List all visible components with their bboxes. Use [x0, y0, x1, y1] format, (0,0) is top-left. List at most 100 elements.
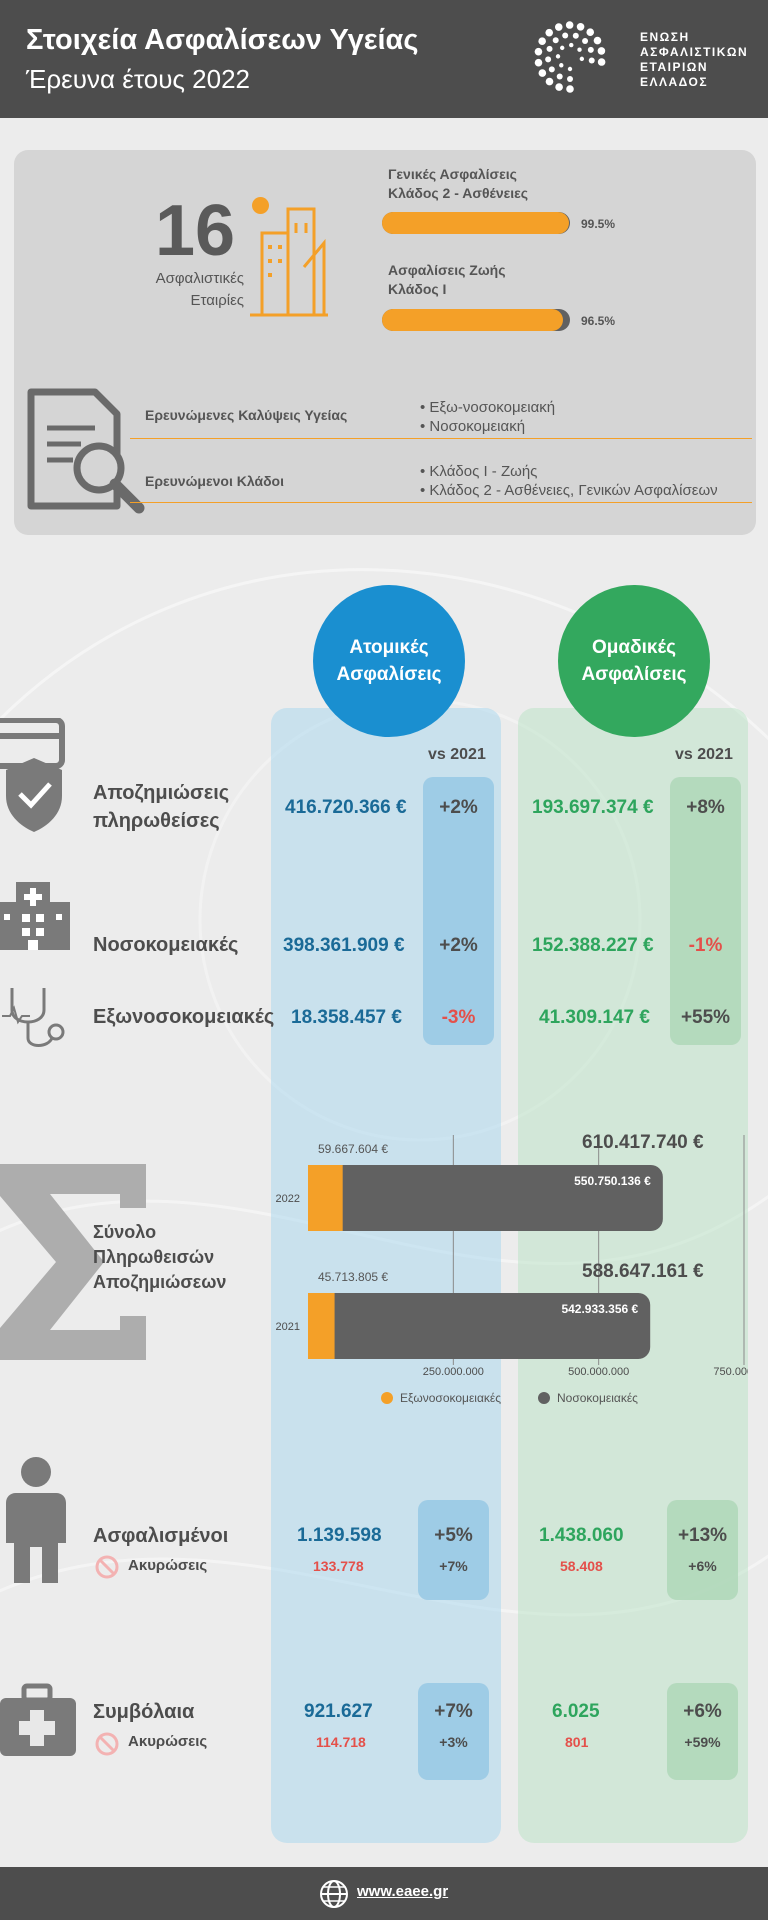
progress-bar-track	[382, 309, 570, 331]
contracts-label: Συμβόλαια	[93, 1701, 195, 1723]
page-subtitle: Έρευνα έτους 2022	[26, 64, 251, 94]
vs-label: vs 2021	[675, 746, 733, 763]
vs-label: vs 2021	[428, 746, 486, 763]
bar-1-label: Γενικές Ασφαλίσεις Κλάδος 2 - Ασθένειες	[388, 166, 529, 201]
header-bar	[0, 0, 768, 118]
list-item: • Νοσοκομειακή	[420, 418, 526, 435]
companies-label: Ασφαλιστικές Εταιρίες	[155, 270, 244, 309]
ind-insured-cancel-change: +7%	[439, 1558, 468, 1574]
grp-contracts-change: +6%	[683, 1701, 722, 1722]
list-item: • Κλάδος Ι - Ζωής	[420, 463, 538, 480]
x-tick-label: 500.000.000	[568, 1366, 629, 1378]
progress-bar-track	[382, 212, 570, 234]
progress-value: 99.5%	[581, 217, 616, 231]
ind-outpatient: 18.358.457 €	[291, 1007, 402, 1028]
page-title: Στοιχεία Ασφαλίσεων Υγείας	[26, 24, 419, 56]
shield-check-icon	[0, 718, 65, 832]
contracts-cancel-label: Ακυρώσεις	[128, 1733, 208, 1750]
totals-label: Σύνολο Πληρωθεισών Αποζημιώσεων	[93, 1222, 227, 1292]
legend-inpatient-swatch	[538, 1392, 550, 1404]
ind-inpatient: 398.361.909 €	[283, 935, 405, 956]
footer-bar	[0, 1867, 768, 1920]
change-column-highlight	[670, 777, 741, 1045]
y-tick-label: 2022	[276, 1193, 300, 1205]
grp-insured-change: +13%	[677, 1525, 728, 1546]
x-tick-label: 750.000.000	[713, 1366, 748, 1378]
grp-contracts-cancel: 801	[565, 1734, 589, 1750]
outpatient-label: Εξωνοσοκομειακές	[93, 1006, 275, 1028]
ind-contracts-change: +7%	[434, 1701, 473, 1722]
grp-insured-cancel: 58.408	[560, 1558, 603, 1574]
orange-dot-icon	[252, 197, 269, 214]
inpatient-label: Νοσοκομειακές	[93, 934, 239, 956]
cancel-icon	[95, 1732, 119, 1756]
insured-label: Ασφαλισμένοι	[93, 1525, 229, 1547]
data-label: 45.713.805 €	[318, 1270, 388, 1284]
progress-bar-fill	[382, 309, 564, 331]
grp-outpatient: 41.309.147 €	[539, 1007, 650, 1028]
ind-contracts-cancel-change: +3%	[439, 1734, 468, 1750]
bar-outpatient	[308, 1165, 343, 1231]
insured-change-box	[418, 1500, 489, 1600]
claims-paid-label: Αποζημιώσεις πληρωθείσες	[93, 782, 230, 832]
ind-claims-paid-change: +2%	[439, 797, 478, 818]
group-header-circle: Ομαδικές Ασφαλίσεις	[558, 585, 710, 737]
total-2022: 610.417.740 €	[582, 1132, 704, 1153]
y-tick-label: 2021	[276, 1321, 300, 1333]
stethoscope-icon	[2, 988, 65, 1047]
bar-2-label: Ασφαλίσεις Ζωής Κλάδος Ι	[388, 262, 506, 297]
individual-header-circle: Ατομικές Ασφαλίσεις	[313, 585, 465, 737]
ind-contracts-cancel: 114.718	[316, 1734, 366, 1750]
legend-outpatient-swatch	[381, 1392, 393, 1404]
coverage-label: Ερευνώμενες Καλύψεις Υγείας	[145, 407, 348, 423]
grp-insured-cancel-change: +6%	[688, 1558, 717, 1574]
website-link[interactable]: www.eaee.gr	[357, 1883, 449, 1900]
ind-contracts: 921.627	[304, 1701, 373, 1722]
grp-inpatient-change: -1%	[688, 935, 723, 956]
bar-outpatient	[308, 1293, 335, 1359]
contracts-change-box	[667, 1683, 738, 1780]
data-label: 542.933.356 €	[561, 1302, 638, 1316]
ind-insured-change: +5%	[434, 1525, 473, 1546]
grp-contracts-cancel-change: +59%	[684, 1734, 721, 1750]
grp-insured: 1.438.060	[539, 1525, 624, 1546]
logo-text: ΕΝΩΣΗ ΑΣΦΑΛΙΣΤΙΚΩΝ ΕΤΑΙΡΙΩΝ ΕΛΛΑΔΟΣ	[640, 30, 749, 89]
change-column-highlight	[423, 777, 494, 1045]
medical-kit-icon	[0, 1683, 76, 1756]
coverage-list: • Εξω-νοσοκομειακή • Νοσοκομειακή	[420, 398, 555, 436]
list-item: • Εξω-νοσοκομειακή	[420, 399, 556, 416]
grp-claims-paid: 193.697.374 €	[532, 797, 654, 818]
sigma-icon	[0, 1164, 146, 1360]
bar-inpatient	[322, 1293, 651, 1359]
branches-list: • Κλάδος Ι - Ζωής • Κλάδος 2 - Ασθένειες…	[420, 462, 718, 500]
insured-change-box	[667, 1500, 738, 1600]
total-2021: 588.647.161 €	[582, 1261, 704, 1282]
legend-inpatient: Νοσοκομειακές	[557, 1391, 638, 1405]
ind-inpatient-change: +2%	[439, 935, 478, 956]
ind-insured-cancel: 133.778	[313, 1558, 364, 1574]
list-item: • Κλάδος 2 - Ασθένειες, Γενικών Ασφαλίσε…	[420, 482, 718, 499]
cancel-icon	[95, 1555, 119, 1579]
ind-insured: 1.139.598	[297, 1525, 382, 1546]
grp-outpatient-change: +55%	[680, 1007, 731, 1028]
grp-contracts: 6.025	[552, 1701, 600, 1722]
document-search-icon	[27, 388, 145, 514]
progress-value: 96.5%	[581, 314, 616, 328]
totals-chart: 250.000.000 500.000.000 750.000.000 2022 59.…	[276, 1135, 748, 1378]
bar-inpatient	[330, 1165, 663, 1231]
globe-icon	[320, 1880, 348, 1908]
branches-label: Ερευνώμενοι Κλάδοι	[145, 473, 284, 489]
divider	[130, 502, 752, 503]
grp-inpatient: 152.388.227 €	[532, 935, 654, 956]
x-tick-label: 250.000.000	[423, 1366, 484, 1378]
hospital-icon	[0, 882, 70, 950]
divider	[130, 438, 752, 439]
companies-count: 16	[155, 191, 236, 271]
ind-outpatient-change: -3%	[441, 1007, 476, 1028]
person-icon	[6, 1457, 66, 1583]
progress-bar-fill	[382, 212, 570, 234]
grp-claims-paid-change: +8%	[686, 797, 725, 818]
insured-cancel-label: Ακυρώσεις	[128, 1557, 208, 1574]
buildings-icon	[250, 207, 328, 317]
ind-claims-paid: 416.720.366 €	[285, 797, 407, 818]
